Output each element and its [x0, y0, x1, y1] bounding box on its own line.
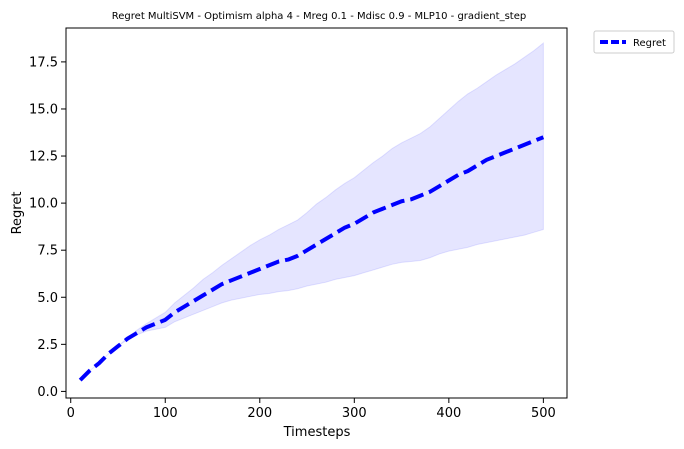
y-tick-label: 12.5 — [29, 150, 58, 165]
confidence-band-regret — [79, 42, 544, 381]
y-tick-label: 17.5 — [29, 55, 58, 70]
x-tick-label: 100 — [153, 406, 178, 421]
y-axis-label: Regret — [10, 192, 25, 235]
x-tick-label: 0 — [67, 406, 75, 421]
x-tick-label: 500 — [531, 406, 556, 421]
y-tick-label: 10.0 — [29, 197, 58, 212]
y-tick-label: 15.0 — [29, 102, 58, 117]
plot-area — [66, 28, 567, 398]
x-tick-label: 300 — [342, 406, 367, 421]
chart-title: Regret MultiSVM - Optimism alpha 4 - Mre… — [112, 11, 526, 22]
y-tick-label: 5.0 — [37, 291, 58, 306]
x-tick-label: 400 — [436, 406, 461, 421]
x-axis-label: Timesteps — [283, 425, 351, 440]
legend: Regret — [593, 30, 675, 54]
legend-box — [593, 30, 675, 54]
series-line-layer — [78, 135, 545, 382]
legend-label-regret: Regret — [633, 38, 666, 49]
y-axis-ticks: 0.0 2.5 5.0 7.5 10.0 12.5 15.0 17.5 — [29, 55, 66, 400]
plot-frame — [65, 27, 568, 399]
x-axis-ticks: 0 100 200 300 400 500 — [67, 398, 556, 421]
y-tick-label: 2.5 — [37, 338, 58, 353]
y-tick-label: 0.0 — [37, 385, 58, 400]
confidence-band-layer — [79, 42, 544, 381]
x-tick-label: 200 — [247, 406, 272, 421]
series-line-regret — [78, 135, 545, 382]
y-tick-label: 7.5 — [37, 244, 58, 259]
